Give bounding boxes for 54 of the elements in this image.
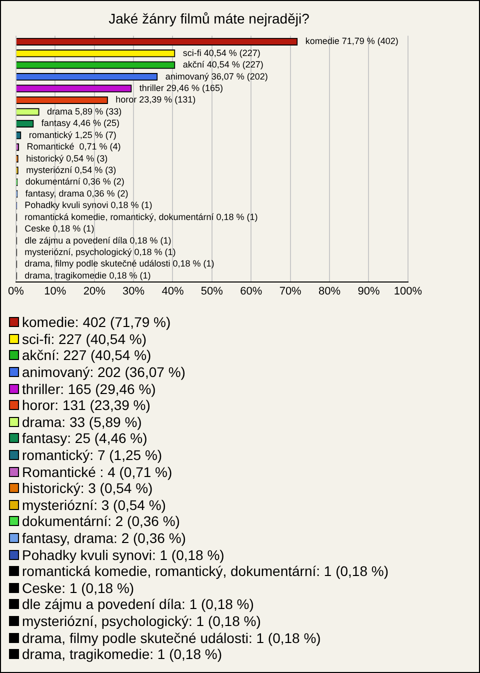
text: fantasy, drama: 2 (0,36 %) <box>22 530 186 546</box>
x-tick-label: 10% <box>44 285 66 298</box>
category-label: komedie 71,79 % (402) <box>305 36 398 46</box>
text: Pohadky kvuli synovi: 1 (0,18 %) <box>22 546 224 563</box>
text: historický: 3 (0,54 %) <box>22 480 153 496</box>
category-label: sci-fi 40,54 % (227) <box>182 48 260 58</box>
x-tick-label: 30% <box>122 285 145 298</box>
x-tick-label: 90% <box>358 285 380 298</box>
category-label: romantická komedie, romantický, dokumentární 0,18 % (1) <box>24 212 258 222</box>
category-label: drama, filmy podle skutečné události 0,18 % (1) <box>24 258 214 269</box>
text: drama, filmy podle skutečné události: 1 (0,18 %) <box>22 630 321 646</box>
category-label: Romantické 0,71 % (4) <box>26 142 121 152</box>
category-label: romantický 1,25 % (7) <box>28 130 116 140</box>
x-tick-label: 0% <box>8 285 24 298</box>
category-label: akční 40,54 % (227) <box>182 60 264 70</box>
text: horor: 131 (23,39 %) <box>22 397 150 414</box>
x-tick-label: 80% <box>318 285 341 298</box>
category-label: dokumentární 0,36 % (2) <box>25 176 124 187</box>
category-label: Pohadky kvuli synovi 0,18 % (1) <box>24 200 152 210</box>
category-label: Ceske 0,18 % (1) <box>24 224 94 234</box>
x-tick-label: 50% <box>200 285 224 298</box>
category-label: mysteriózní, psychologický 0,18 % (1) <box>24 247 176 257</box>
text: mysteriózní: 3 (0,54 %) <box>22 496 166 513</box>
text: akční: 227 (40,54 %) <box>22 347 152 364</box>
category-label: historický 0,54 % (3) <box>26 153 108 164</box>
chart-title: Jaké žánry filmů máte nejraději? <box>108 10 310 26</box>
x-tick-label: 70% <box>279 285 302 298</box>
text: Ceske: 1 (0,18 %) <box>22 580 134 596</box>
x-tick-label: 20% <box>83 285 106 298</box>
category-label: fantasy, drama 0,36 % (2) <box>25 188 128 198</box>
category-label: drama, tragikomedie 0,18 % (1) <box>24 270 151 280</box>
text: Romantické : 4 (0,71 %) <box>22 464 172 480</box>
category-label: fantasy 4,46 % (25) <box>41 118 120 128</box>
category-label: thriller 29,46 % (165) <box>139 83 223 93</box>
x-tick-label: 60% <box>240 285 262 298</box>
text: dokumentární: 2 (0,36 %) <box>22 513 180 530</box>
text: romantický: 7 (1,25 %) <box>22 447 162 464</box>
text: fantasy: 25 (4,46 %) <box>22 430 148 446</box>
text: sci-fi: 227 (40,54 %) <box>22 330 146 347</box>
text: animovaný: 202 (36,07 %) <box>22 364 186 380</box>
category-label: mysteriózní 0,54 % (3) <box>26 165 116 175</box>
text: komedie: 402 (71,79 %) <box>22 314 171 330</box>
text: drama: 33 (5,89 %) <box>22 414 142 430</box>
text: thriller: 165 (29,46 %) <box>22 380 156 397</box>
category-label: drama 5,89 % (33) <box>47 106 122 116</box>
text: drama, tragikomedie: 1 (0,18 %) <box>22 646 222 662</box>
text: romantická komedie, romantický, dokumentární: 1 (0,18 %) <box>22 563 388 580</box>
text: dle zájmu a povedení díla: 1 (0,18 %) <box>22 596 254 612</box>
category-label: dle zájmu a povedení díla 0,18 % (1) <box>24 235 172 246</box>
text: mysteriózní, psychologický: 1 (0,18 %) <box>22 612 261 629</box>
x-tick-label: 40% <box>162 285 184 298</box>
category-label: animovaný 36,07 % (202) <box>165 71 268 82</box>
x-tick-label: 100% <box>394 285 422 298</box>
category-label: horor 23,39 % (131) <box>116 94 196 105</box>
